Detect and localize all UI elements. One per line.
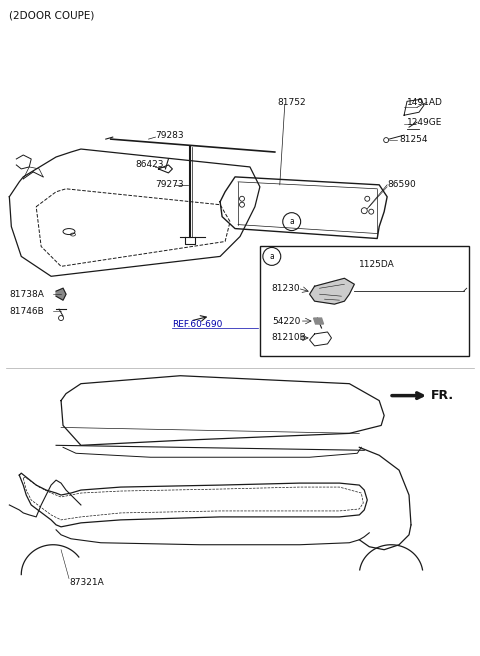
Text: FR.: FR. <box>431 389 454 402</box>
Text: 81230: 81230 <box>272 284 300 293</box>
Text: 86423: 86423 <box>136 161 164 169</box>
Text: 86590: 86590 <box>387 180 416 190</box>
Bar <box>260 247 468 356</box>
Text: 81746B: 81746B <box>9 306 44 316</box>
Text: 81254: 81254 <box>399 134 428 144</box>
Text: 81738A: 81738A <box>9 290 44 298</box>
Polygon shape <box>313 318 324 324</box>
Polygon shape <box>56 288 66 300</box>
Text: 87321A: 87321A <box>69 578 104 587</box>
Text: a: a <box>269 252 274 261</box>
Text: 79283: 79283 <box>156 131 184 140</box>
Text: 1125DA: 1125DA <box>360 260 395 269</box>
Text: 79273: 79273 <box>156 180 184 190</box>
Polygon shape <box>310 278 354 304</box>
Text: 81752: 81752 <box>278 98 306 107</box>
Text: 1491AD: 1491AD <box>407 98 443 107</box>
Text: REF.60-690: REF.60-690 <box>172 319 223 329</box>
Text: a: a <box>289 217 294 226</box>
Text: 1249GE: 1249GE <box>407 117 443 127</box>
Text: (2DOOR COUPE): (2DOOR COUPE) <box>9 10 95 21</box>
Text: 54220: 54220 <box>272 317 300 325</box>
Text: 81210B: 81210B <box>272 333 307 342</box>
